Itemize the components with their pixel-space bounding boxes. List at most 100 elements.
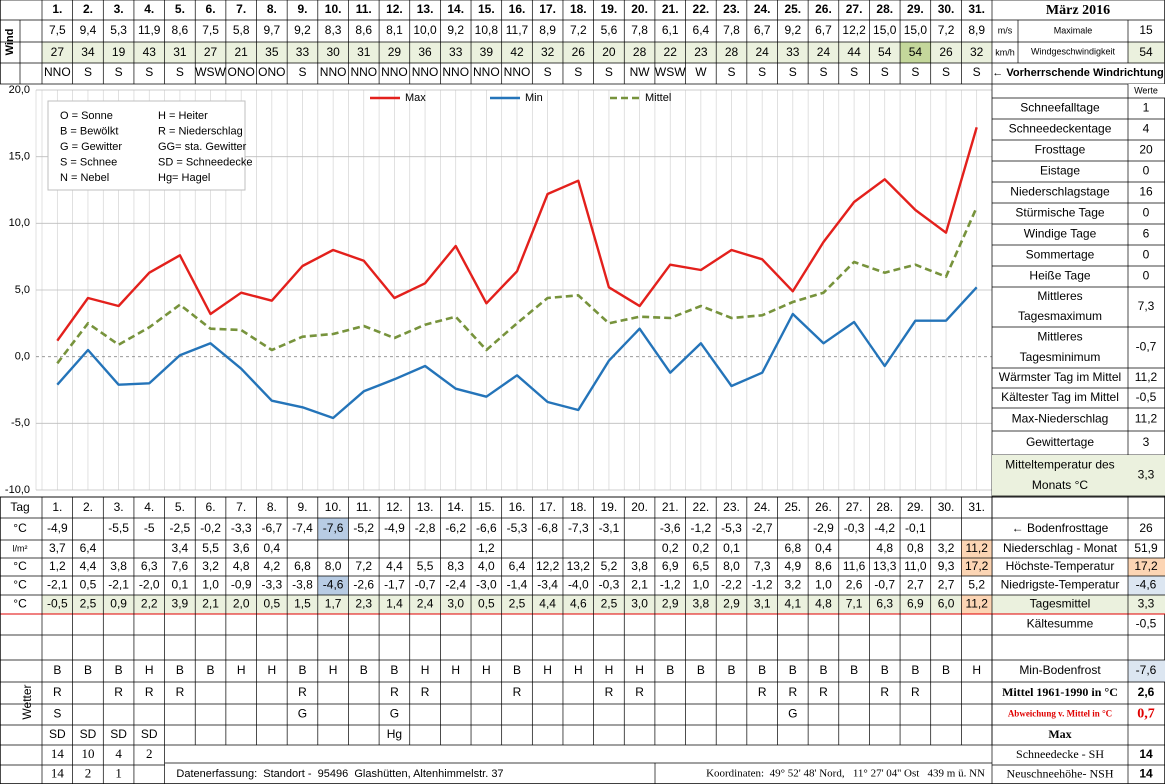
wind-ms: 9,2 <box>294 23 311 37</box>
table-value: 6,9 <box>662 559 679 573</box>
wind-direction: ONO <box>228 65 255 79</box>
table-value: 7,2 <box>355 559 372 573</box>
weather-symbol: R <box>605 685 614 699</box>
table-value: 6,9 <box>907 597 924 611</box>
max-wind-label: Windgeschwindigkeit <box>1031 46 1116 56</box>
cell-bg <box>654 595 686 614</box>
snow-value: 10 <box>81 746 94 761</box>
day-header: 4. <box>144 2 154 16</box>
table-value: -7,4 <box>292 521 313 535</box>
cell-bg <box>532 595 563 614</box>
wind-direction: NNO <box>381 65 408 79</box>
wind-kmh: 35 <box>265 45 279 59</box>
wind-kmh: 19 <box>112 45 126 59</box>
cell-bg <box>992 595 1165 614</box>
table-value: 0,1 <box>172 578 189 592</box>
legend-label: Mittel <box>645 92 671 104</box>
series-line <box>56 206 978 365</box>
weather-symbol: H <box>605 663 614 677</box>
stats-value: 3 <box>1143 435 1150 449</box>
day-header: 7. <box>236 500 246 514</box>
table-value: 11,0 <box>904 559 927 573</box>
weather-symbol: R <box>114 685 123 699</box>
weather-symbol: G <box>390 707 399 721</box>
summary-label: Kältesumme <box>1027 617 1094 631</box>
weather-symbol: H <box>421 663 430 677</box>
day-header: 4. <box>144 500 154 514</box>
day-header: 14. <box>447 2 464 16</box>
symbol-legend-item: Hg= Hagel <box>158 172 210 184</box>
symbol-legend-item: GG= sta. Gewitter <box>158 141 247 153</box>
day-header: 23. <box>723 2 740 16</box>
summary-value: 0,7 <box>1137 707 1155 722</box>
table-value: -2,2 <box>721 578 742 592</box>
table-value: -0,7 <box>415 578 436 592</box>
day-header: 8. <box>267 500 277 514</box>
stats-label: Windige Tage <box>1024 227 1097 241</box>
cell-bg <box>133 42 165 63</box>
table-value: -1,7 <box>384 578 405 592</box>
day-header: 8. <box>267 2 277 16</box>
wind-kmh: 27 <box>51 45 65 59</box>
cell-bg <box>808 42 839 63</box>
table-value: 3,9 <box>172 597 189 611</box>
cell-bg <box>777 595 809 614</box>
table-value: 0,5 <box>478 597 495 611</box>
table-value: -6,8 <box>537 521 558 535</box>
table-value: 4,8 <box>815 597 832 611</box>
wind-direction: S <box>145 65 153 79</box>
table-value: -0,3 <box>599 578 620 592</box>
weather-symbol: G <box>788 707 797 721</box>
wind-ms: 8,6 <box>172 23 189 37</box>
wind-kmh: 33 <box>449 45 463 59</box>
wind-ms: 7,8 <box>723 23 740 37</box>
table-value: 0,8 <box>907 541 924 555</box>
table-value: 0,5 <box>263 597 280 611</box>
table-value: 6,5 <box>693 559 710 573</box>
table-value: 11,6 <box>843 559 866 573</box>
table-value: 2,9 <box>723 597 740 611</box>
stats-value: 20 <box>1139 143 1153 157</box>
cell-bg <box>348 42 380 63</box>
row-total: 3,3 <box>1138 597 1155 611</box>
table-value: 1,7 <box>325 597 342 611</box>
wind-ms: 7,5 <box>202 23 219 37</box>
cell-bg <box>471 595 502 614</box>
cell-bg <box>256 42 288 63</box>
table-value: 8,3 <box>447 559 464 573</box>
table-value: 2,6 <box>846 578 863 592</box>
summary-label: Neuschneehöhe- NSH <box>1007 766 1114 780</box>
cell-bg <box>317 42 349 63</box>
table-value: 1,2 <box>49 559 66 573</box>
unit-label: °C <box>13 559 27 573</box>
cell-bg <box>501 595 533 614</box>
wind-kmh: 21 <box>235 45 249 59</box>
wind-ms: 7,5 <box>49 23 66 37</box>
table-value: -2,6 <box>353 578 374 592</box>
wind-kmh: 26 <box>572 45 586 59</box>
table-value: -5,5 <box>108 521 129 535</box>
day-header: 31. <box>968 500 985 514</box>
wind-ms: 10,8 <box>475 23 499 37</box>
weather-symbol: R <box>298 685 307 699</box>
cell-bg <box>808 595 839 614</box>
cell-bg <box>287 42 318 63</box>
cell-bg <box>746 595 778 614</box>
symbol-legend-item: O = Sonne <box>60 110 113 122</box>
table-value: 6,4 <box>509 559 526 573</box>
table-value: -2,5 <box>170 521 191 535</box>
summary-value: 14 <box>1139 747 1153 761</box>
y-tick-label: 0,0 <box>15 351 30 363</box>
table-value: 2,2 <box>141 597 158 611</box>
y-tick-label: -10,0 <box>5 484 30 496</box>
day-header: 29. <box>907 500 924 514</box>
weather-symbol: R <box>390 685 399 699</box>
series-line <box>56 126 978 342</box>
stats-label: Eistage <box>1040 164 1080 178</box>
wind-ms: 15,0 <box>873 23 897 37</box>
cell-bg <box>716 595 747 614</box>
table-value: 3,8 <box>110 559 127 573</box>
cell-bg <box>992 455 1165 496</box>
day-header: 2. <box>83 2 93 16</box>
wind-kmh: 36 <box>418 45 432 59</box>
